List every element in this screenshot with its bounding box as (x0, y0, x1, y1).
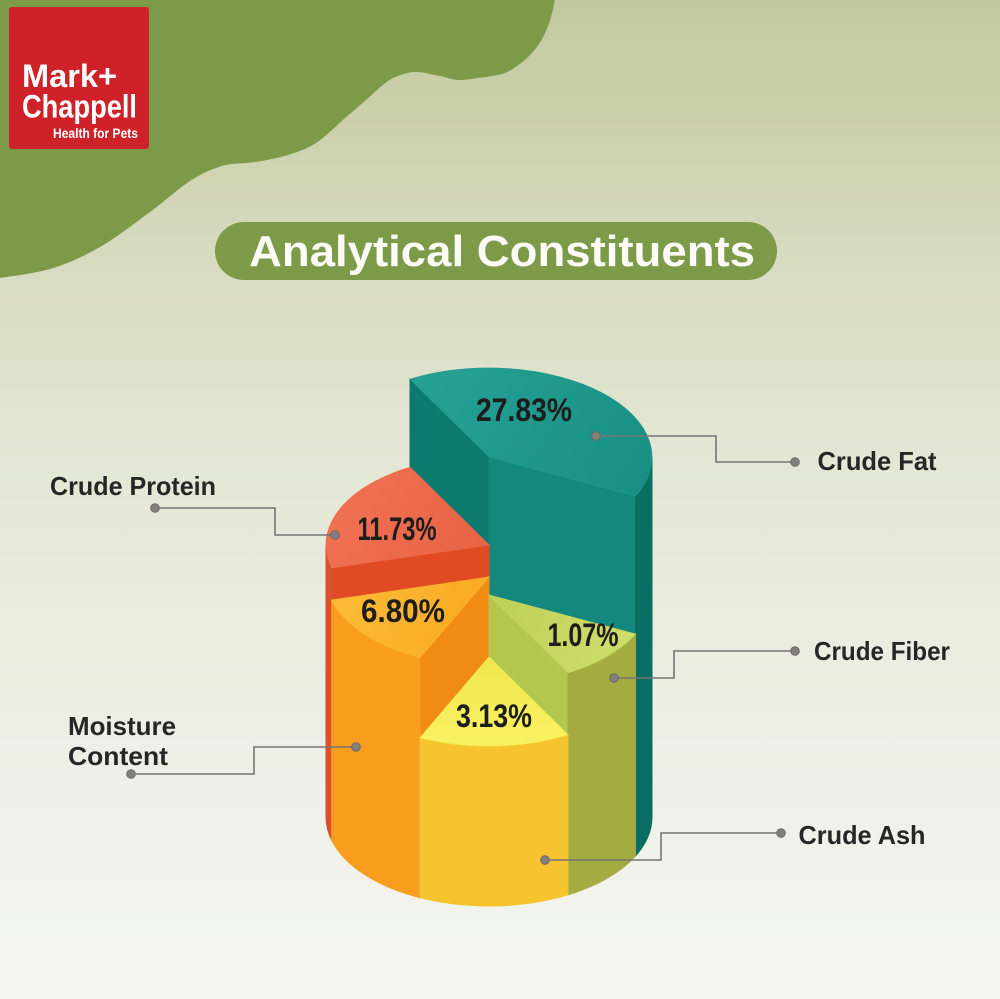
svg-text:Crude Protein: Crude Protein (50, 471, 216, 501)
svg-text:Mark+: Mark+ (22, 58, 117, 94)
svg-text:Crude Fiber: Crude Fiber (814, 636, 950, 666)
svg-text:Analytical Constituents: Analytical Constituents (249, 227, 755, 276)
svg-text:27.83%: 27.83% (476, 392, 572, 428)
svg-text:11.73%: 11.73% (358, 511, 437, 547)
svg-text:6.80%: 6.80% (361, 593, 445, 629)
svg-text:Health for Pets: Health for Pets (53, 125, 138, 141)
svg-text:Chappell: Chappell (22, 89, 137, 125)
svg-text:Crude Ash: Crude Ash (799, 820, 926, 850)
svg-text:Crude Fat: Crude Fat (818, 446, 937, 476)
svg-text:Content: Content (68, 741, 168, 771)
svg-text:1.07%: 1.07% (548, 617, 619, 653)
svg-text:3.13%: 3.13% (456, 698, 532, 734)
svg-text:Moisture: Moisture (68, 711, 176, 741)
